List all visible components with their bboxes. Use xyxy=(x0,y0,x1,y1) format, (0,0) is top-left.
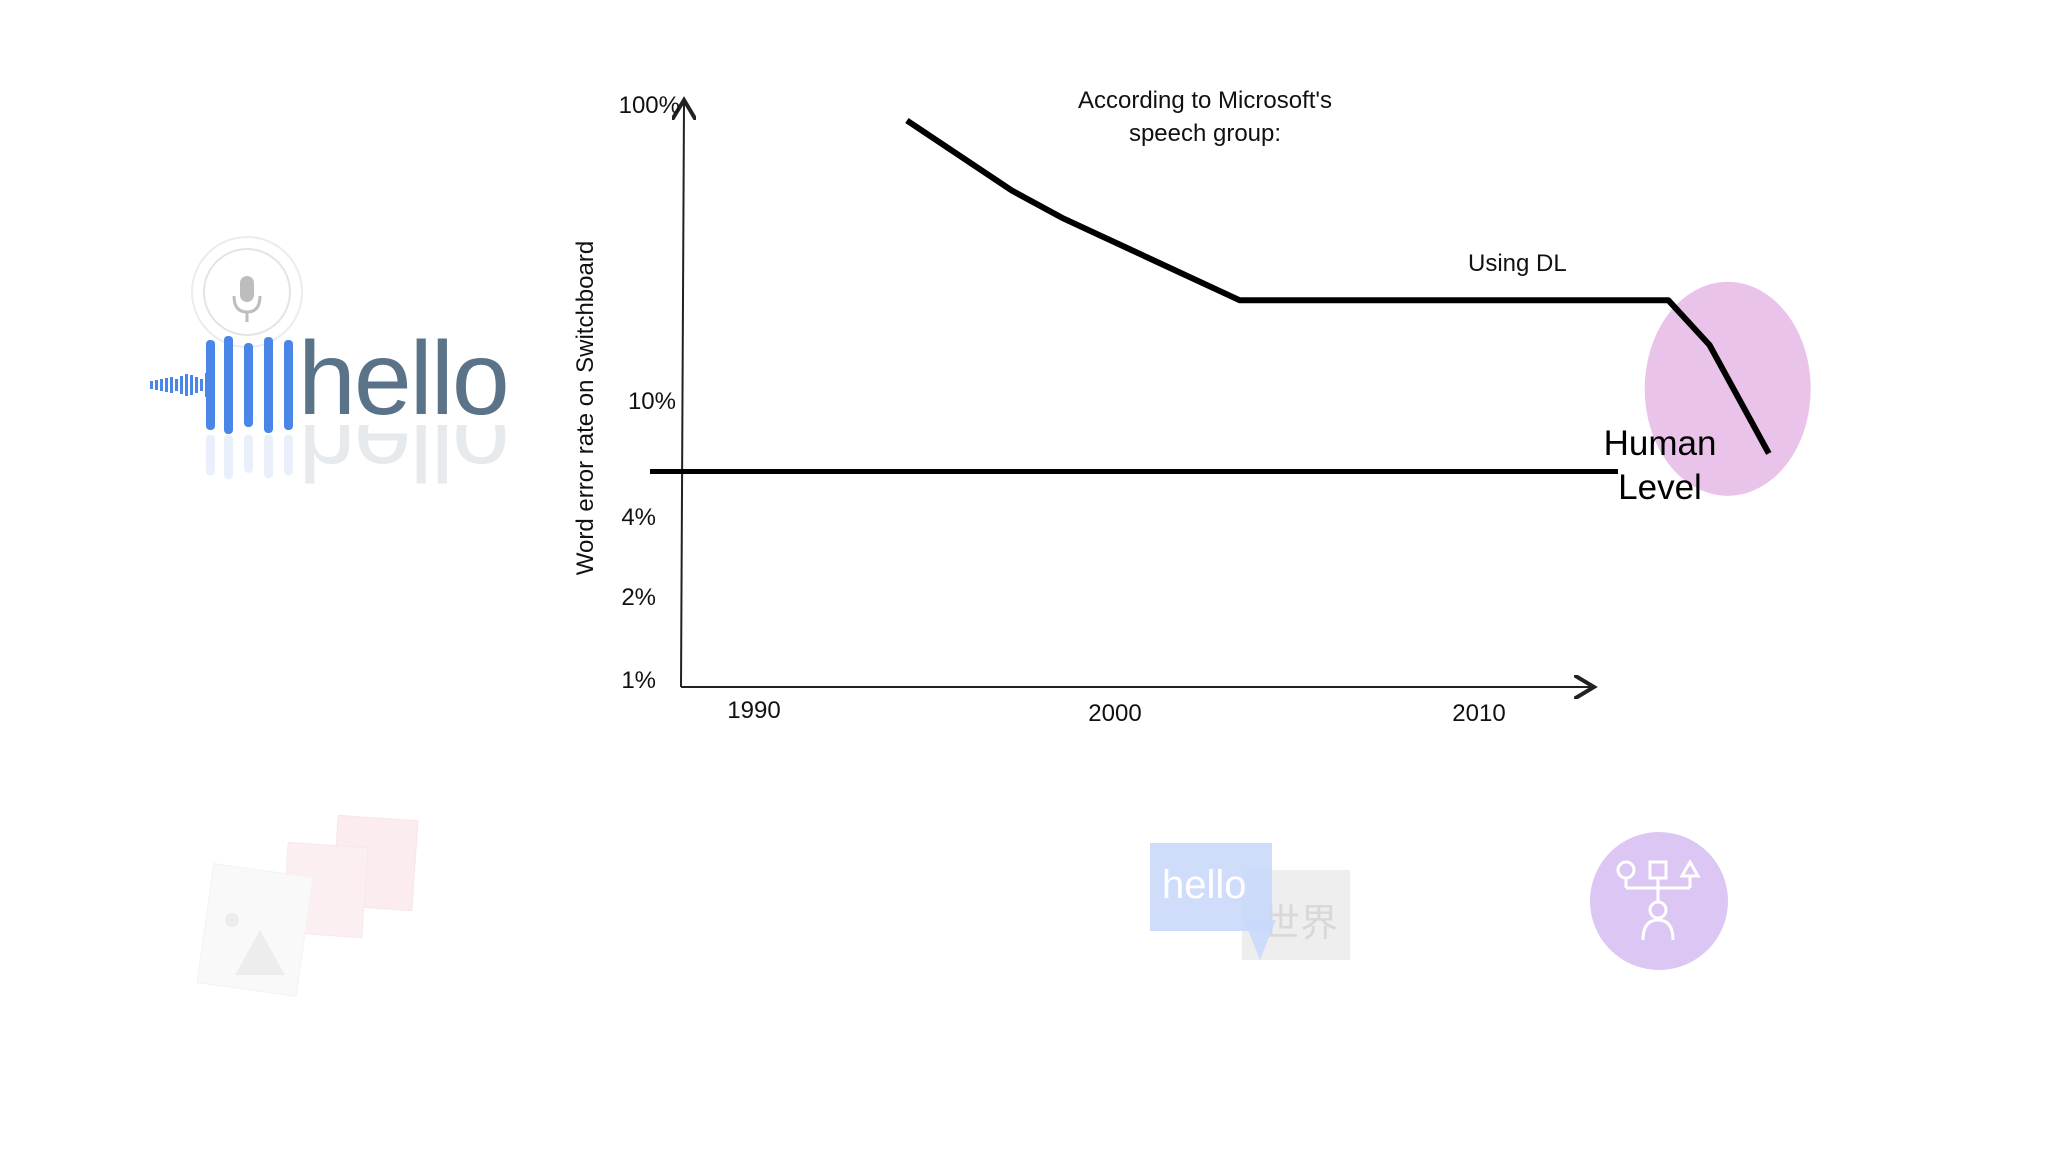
using-dl-label: Using DL xyxy=(1468,250,1567,277)
soundwave-bar xyxy=(190,375,193,395)
chart-title: According to Microsoft's speech group: xyxy=(1077,87,1332,147)
x-tick-label: 2000 xyxy=(1088,700,1142,727)
image-stack-icon xyxy=(196,814,419,997)
soundwave-bar-reflection xyxy=(224,435,233,480)
human-level-label: Human Level xyxy=(1603,424,1717,507)
soundwave-bar xyxy=(155,380,158,390)
soundwave-bar xyxy=(165,378,168,392)
soundwave-bar xyxy=(284,340,293,430)
speech-logo xyxy=(150,236,303,480)
soundwave-bar-reflection xyxy=(264,435,273,479)
soundwave-bar xyxy=(150,381,153,389)
dl-highlight-ellipse xyxy=(1644,281,1811,496)
y-tick-label: 100% xyxy=(618,92,680,119)
soundwave-bar xyxy=(170,377,173,393)
soundwave-bar xyxy=(264,337,273,433)
x-tick-label: 1990 xyxy=(727,697,781,724)
soundwave-bar-reflection xyxy=(244,435,253,473)
y-tick-label: 2% xyxy=(621,584,656,611)
soundwave-bar xyxy=(185,374,188,396)
x-tick-label: 2010 xyxy=(1452,700,1506,727)
soundwave-icon xyxy=(150,336,293,480)
network-icon xyxy=(1590,832,1728,970)
soundwave-bar-reflection xyxy=(284,435,293,476)
y-tick-label: 4% xyxy=(621,504,656,531)
series-line-wer xyxy=(905,118,1772,455)
translate-icon xyxy=(1244,920,1276,960)
soundwave-bar xyxy=(206,340,215,430)
translate-source-text: hello xyxy=(1162,863,1247,907)
soundwave-bar xyxy=(160,379,163,391)
translate-source-bubble: hello xyxy=(1150,843,1272,931)
soundwave-bar xyxy=(224,336,233,434)
soundwave-bar xyxy=(200,379,203,391)
soundwave-bar xyxy=(195,377,198,393)
hello-logo-text: hello xyxy=(298,321,510,437)
soundwave-bar-reflection xyxy=(206,435,215,476)
soundwave-bar xyxy=(180,376,183,394)
y-tick-label: 1% xyxy=(621,667,656,694)
y-axis xyxy=(681,104,684,688)
soundwave-bar xyxy=(244,343,253,427)
y-tick-label: 10% xyxy=(627,388,676,415)
soundwave-bar xyxy=(175,379,178,391)
